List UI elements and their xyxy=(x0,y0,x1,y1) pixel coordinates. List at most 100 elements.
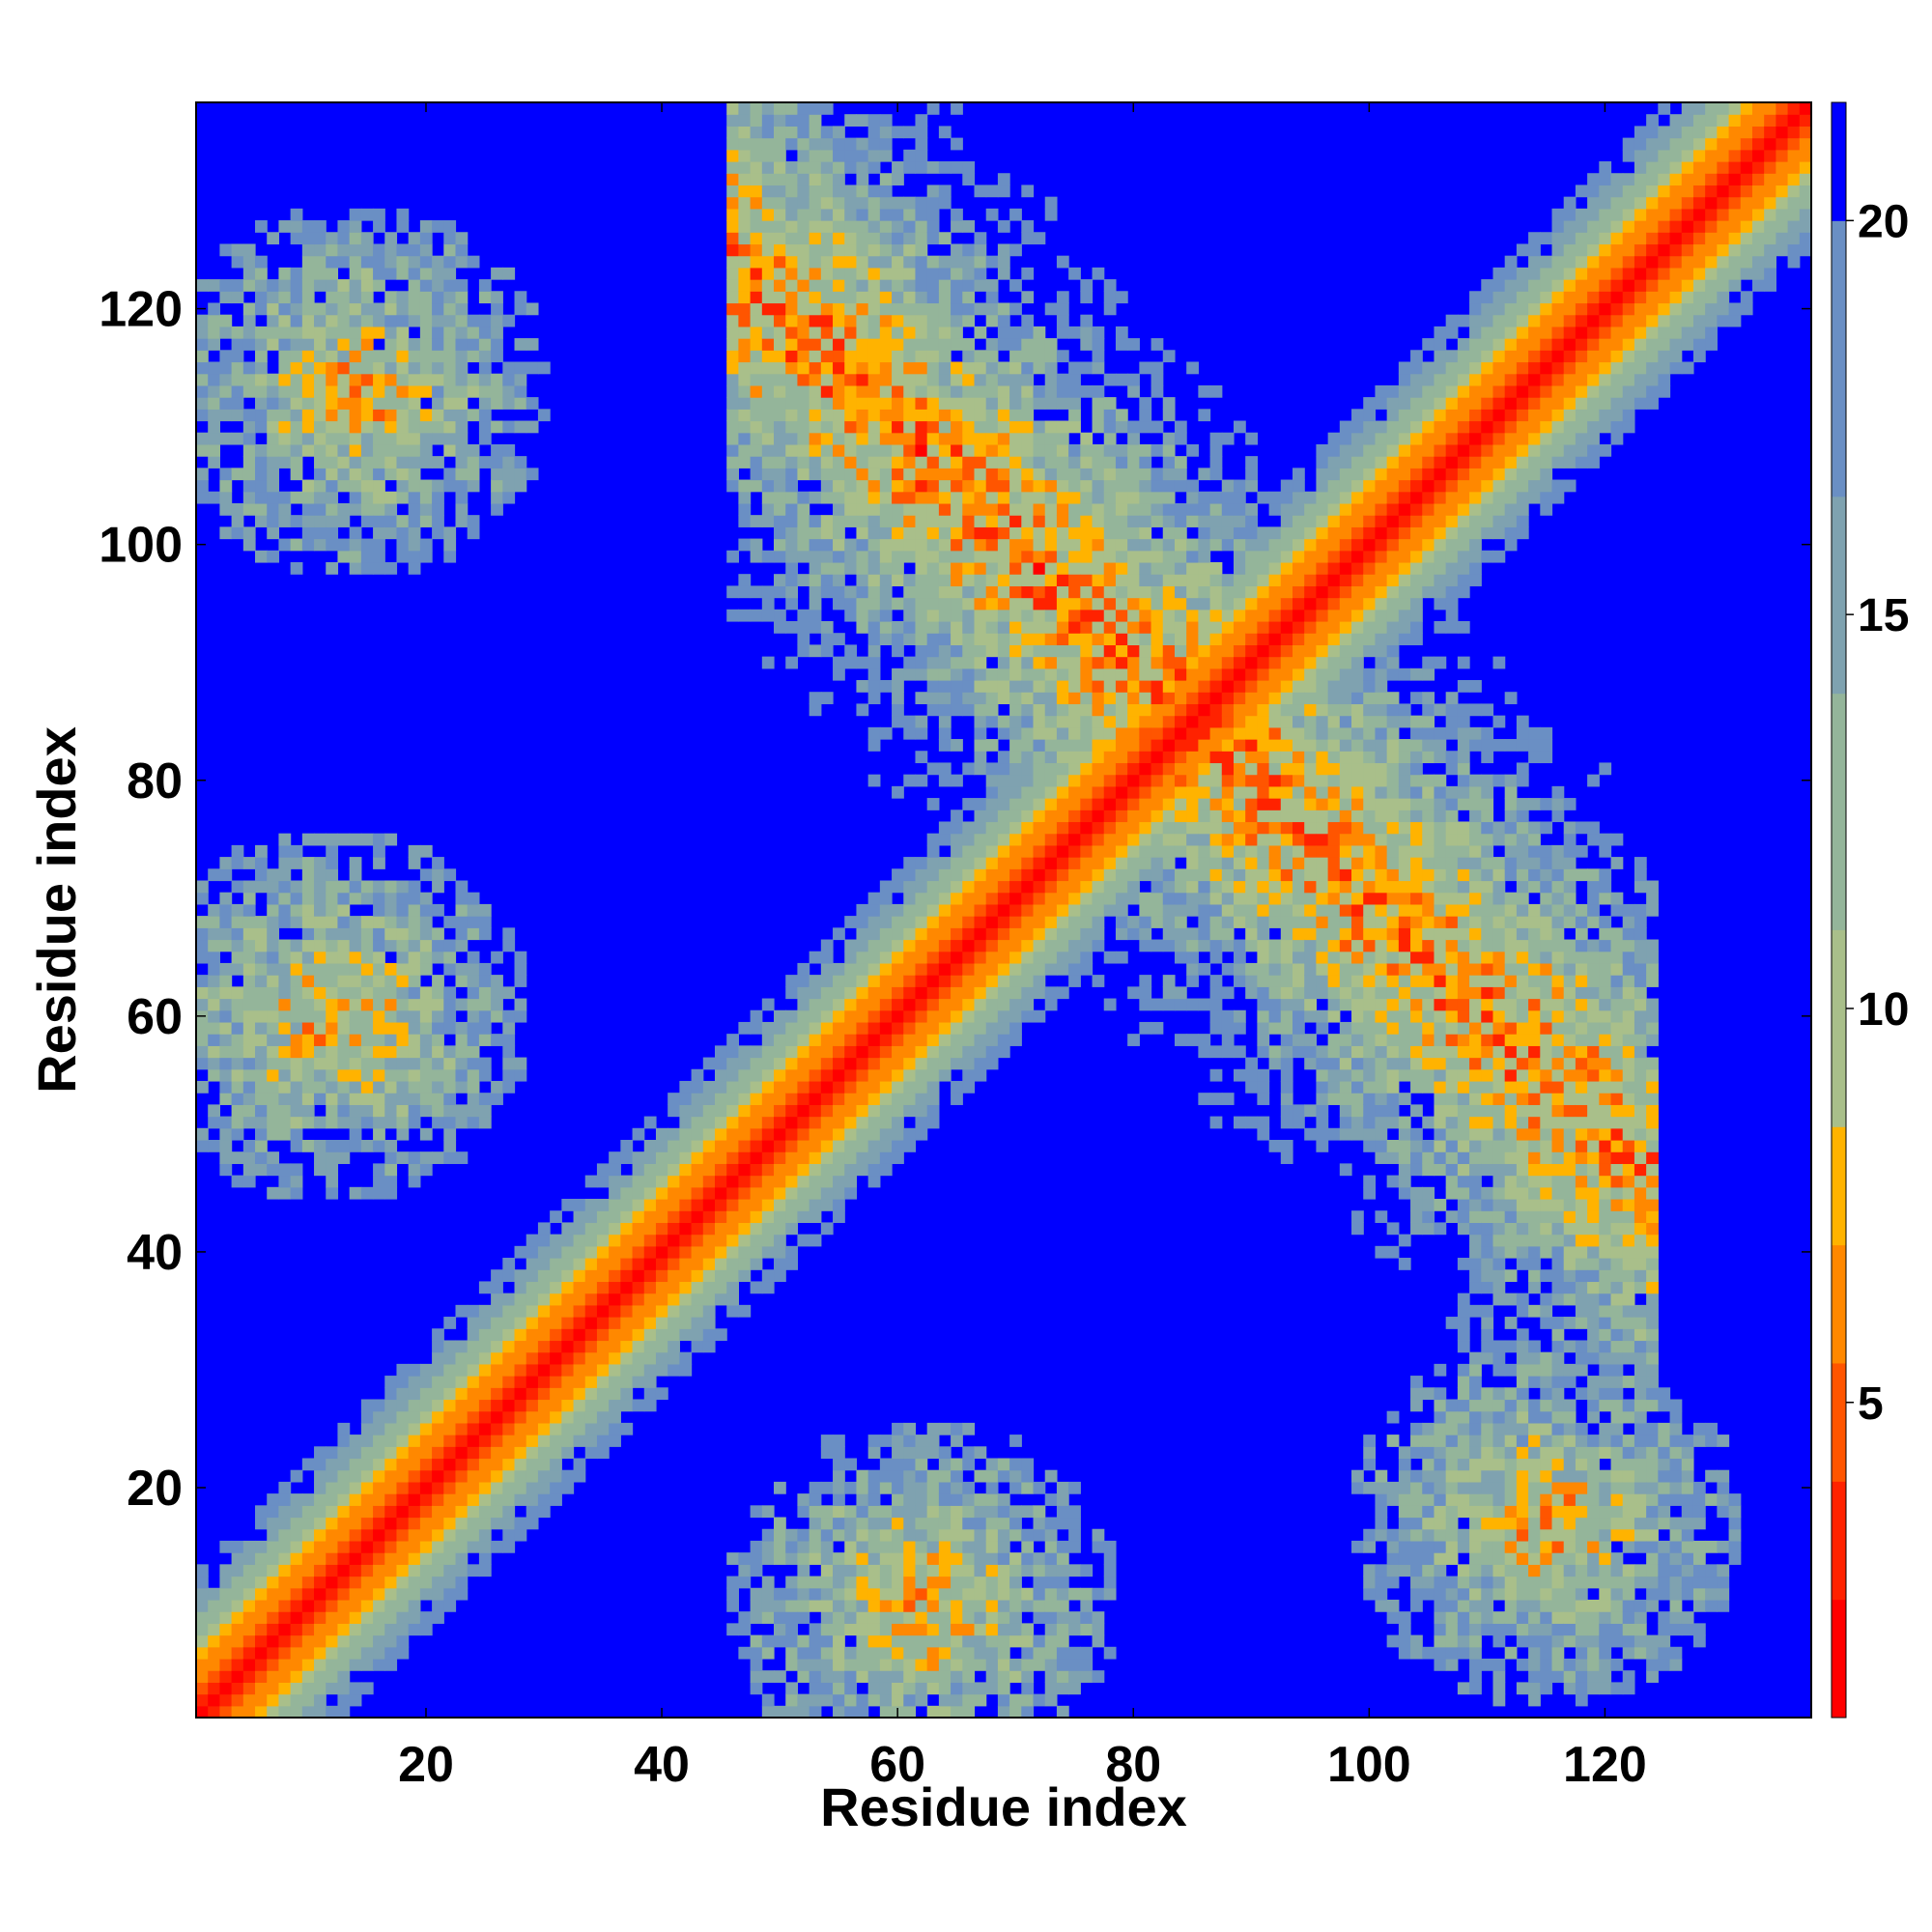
heatmap-cell xyxy=(997,373,1010,386)
heatmap-cell xyxy=(1044,810,1058,823)
heatmap-cell xyxy=(432,986,444,1000)
heatmap-cell xyxy=(1092,456,1105,469)
heatmap-cell xyxy=(1068,397,1081,410)
heatmap-cell xyxy=(833,1009,845,1023)
heatmap-cell xyxy=(337,916,351,928)
heatmap-cell xyxy=(738,279,752,292)
heatmap-cell xyxy=(974,1587,987,1601)
heatmap-cell xyxy=(903,1552,917,1565)
heatmap-cell xyxy=(373,927,385,941)
heatmap-cell xyxy=(301,420,315,434)
heatmap-cell xyxy=(974,927,987,941)
heatmap-cell xyxy=(396,1505,410,1519)
heatmap-cell xyxy=(584,1245,598,1259)
heatmap-cell xyxy=(997,479,1010,493)
heatmap-cell xyxy=(809,126,822,139)
heatmap-cell xyxy=(951,633,963,645)
heatmap-cell xyxy=(1092,715,1105,728)
heatmap-cell xyxy=(1033,515,1046,527)
heatmap-cell xyxy=(432,1387,444,1401)
heatmap-cell xyxy=(1009,751,1022,764)
heatmap-cell xyxy=(797,338,810,351)
heatmap-cell xyxy=(526,1387,539,1401)
heatmap-cell xyxy=(491,1328,503,1342)
heatmap-cell xyxy=(255,1634,268,1648)
heatmap-cell xyxy=(797,1163,810,1177)
heatmap-cell xyxy=(561,1317,575,1329)
heatmap-cell xyxy=(926,373,940,386)
heatmap-cell xyxy=(219,291,233,304)
heatmap-cell xyxy=(643,1340,657,1353)
heatmap-cell xyxy=(301,1104,315,1118)
heatmap-cell xyxy=(926,279,940,292)
heatmap-cell xyxy=(314,951,327,964)
heatmap-cell xyxy=(373,1552,385,1565)
heatmap-cell xyxy=(915,726,928,740)
heatmap-cell xyxy=(1033,1009,1046,1023)
heatmap-cell xyxy=(809,1646,822,1660)
heatmap-cell xyxy=(467,1340,480,1353)
heatmap-cell xyxy=(750,1045,763,1059)
heatmap-cell xyxy=(1021,1646,1035,1660)
heatmap-cell xyxy=(797,1186,810,1200)
heatmap-cell xyxy=(797,350,810,363)
heatmap-cell xyxy=(301,916,315,928)
heatmap-cell xyxy=(797,397,810,410)
heatmap-cell xyxy=(349,939,362,952)
heatmap-cell xyxy=(915,443,928,457)
heatmap-cell xyxy=(997,1693,1010,1707)
heatmap-cell xyxy=(833,986,845,1000)
heatmap-cell xyxy=(1092,526,1105,540)
heatmap-cell xyxy=(785,1080,799,1094)
heatmap-cell xyxy=(526,1363,539,1377)
heatmap-cell xyxy=(879,597,893,611)
heatmap-cell xyxy=(1044,1611,1058,1624)
heatmap-cell xyxy=(867,1670,881,1683)
heatmap-cell xyxy=(951,1705,963,1719)
heatmap-cell xyxy=(491,420,503,434)
heatmap-cell xyxy=(726,267,739,280)
heatmap-cell xyxy=(550,1458,562,1471)
heatmap-cell xyxy=(833,1517,845,1530)
heatmap-cell xyxy=(432,1469,444,1483)
heatmap-cell xyxy=(1092,739,1105,752)
heatmap-cell xyxy=(267,550,280,563)
heatmap-cell xyxy=(208,916,220,928)
heatmap-cell xyxy=(643,1175,657,1188)
heatmap-cell xyxy=(360,1587,374,1601)
heatmap-cell xyxy=(1068,1670,1081,1683)
heatmap-cell xyxy=(373,1611,385,1624)
heatmap-cell xyxy=(797,279,810,292)
heatmap-cell xyxy=(726,208,739,221)
heatmap-cell xyxy=(373,1127,385,1141)
heatmap-cell xyxy=(432,857,444,869)
heatmap-cell xyxy=(584,1304,598,1318)
heatmap-cell xyxy=(278,279,292,292)
heatmap-cell xyxy=(833,927,845,941)
heatmap-cell xyxy=(278,844,292,858)
heatmap-cell xyxy=(761,491,775,504)
heatmap-cell xyxy=(396,443,410,457)
heatmap-cell xyxy=(1056,1634,1069,1648)
heatmap-cell xyxy=(267,1623,280,1636)
heatmap-cell xyxy=(761,443,775,457)
heatmap-cell xyxy=(290,1528,303,1542)
heatmap-cell xyxy=(997,633,1010,645)
heatmap-cell xyxy=(620,1222,634,1236)
heatmap-cell xyxy=(1056,939,1069,952)
heatmap-cell xyxy=(844,1576,858,1589)
heatmap-cell xyxy=(326,903,339,917)
heatmap-cell xyxy=(219,1611,233,1624)
heatmap-cell xyxy=(915,1034,928,1046)
heatmap-cell xyxy=(844,1528,858,1542)
heatmap-cell xyxy=(326,538,339,552)
heatmap-cell xyxy=(997,833,1010,846)
heatmap-cell xyxy=(337,986,351,1000)
heatmap-cell xyxy=(926,432,940,445)
heatmap-cell xyxy=(915,774,928,787)
heatmap-cell xyxy=(326,1505,339,1519)
heatmap-cell xyxy=(1021,668,1035,681)
heatmap-cell xyxy=(196,1599,209,1612)
heatmap-cell xyxy=(726,350,739,363)
heatmap-cell xyxy=(384,880,398,894)
